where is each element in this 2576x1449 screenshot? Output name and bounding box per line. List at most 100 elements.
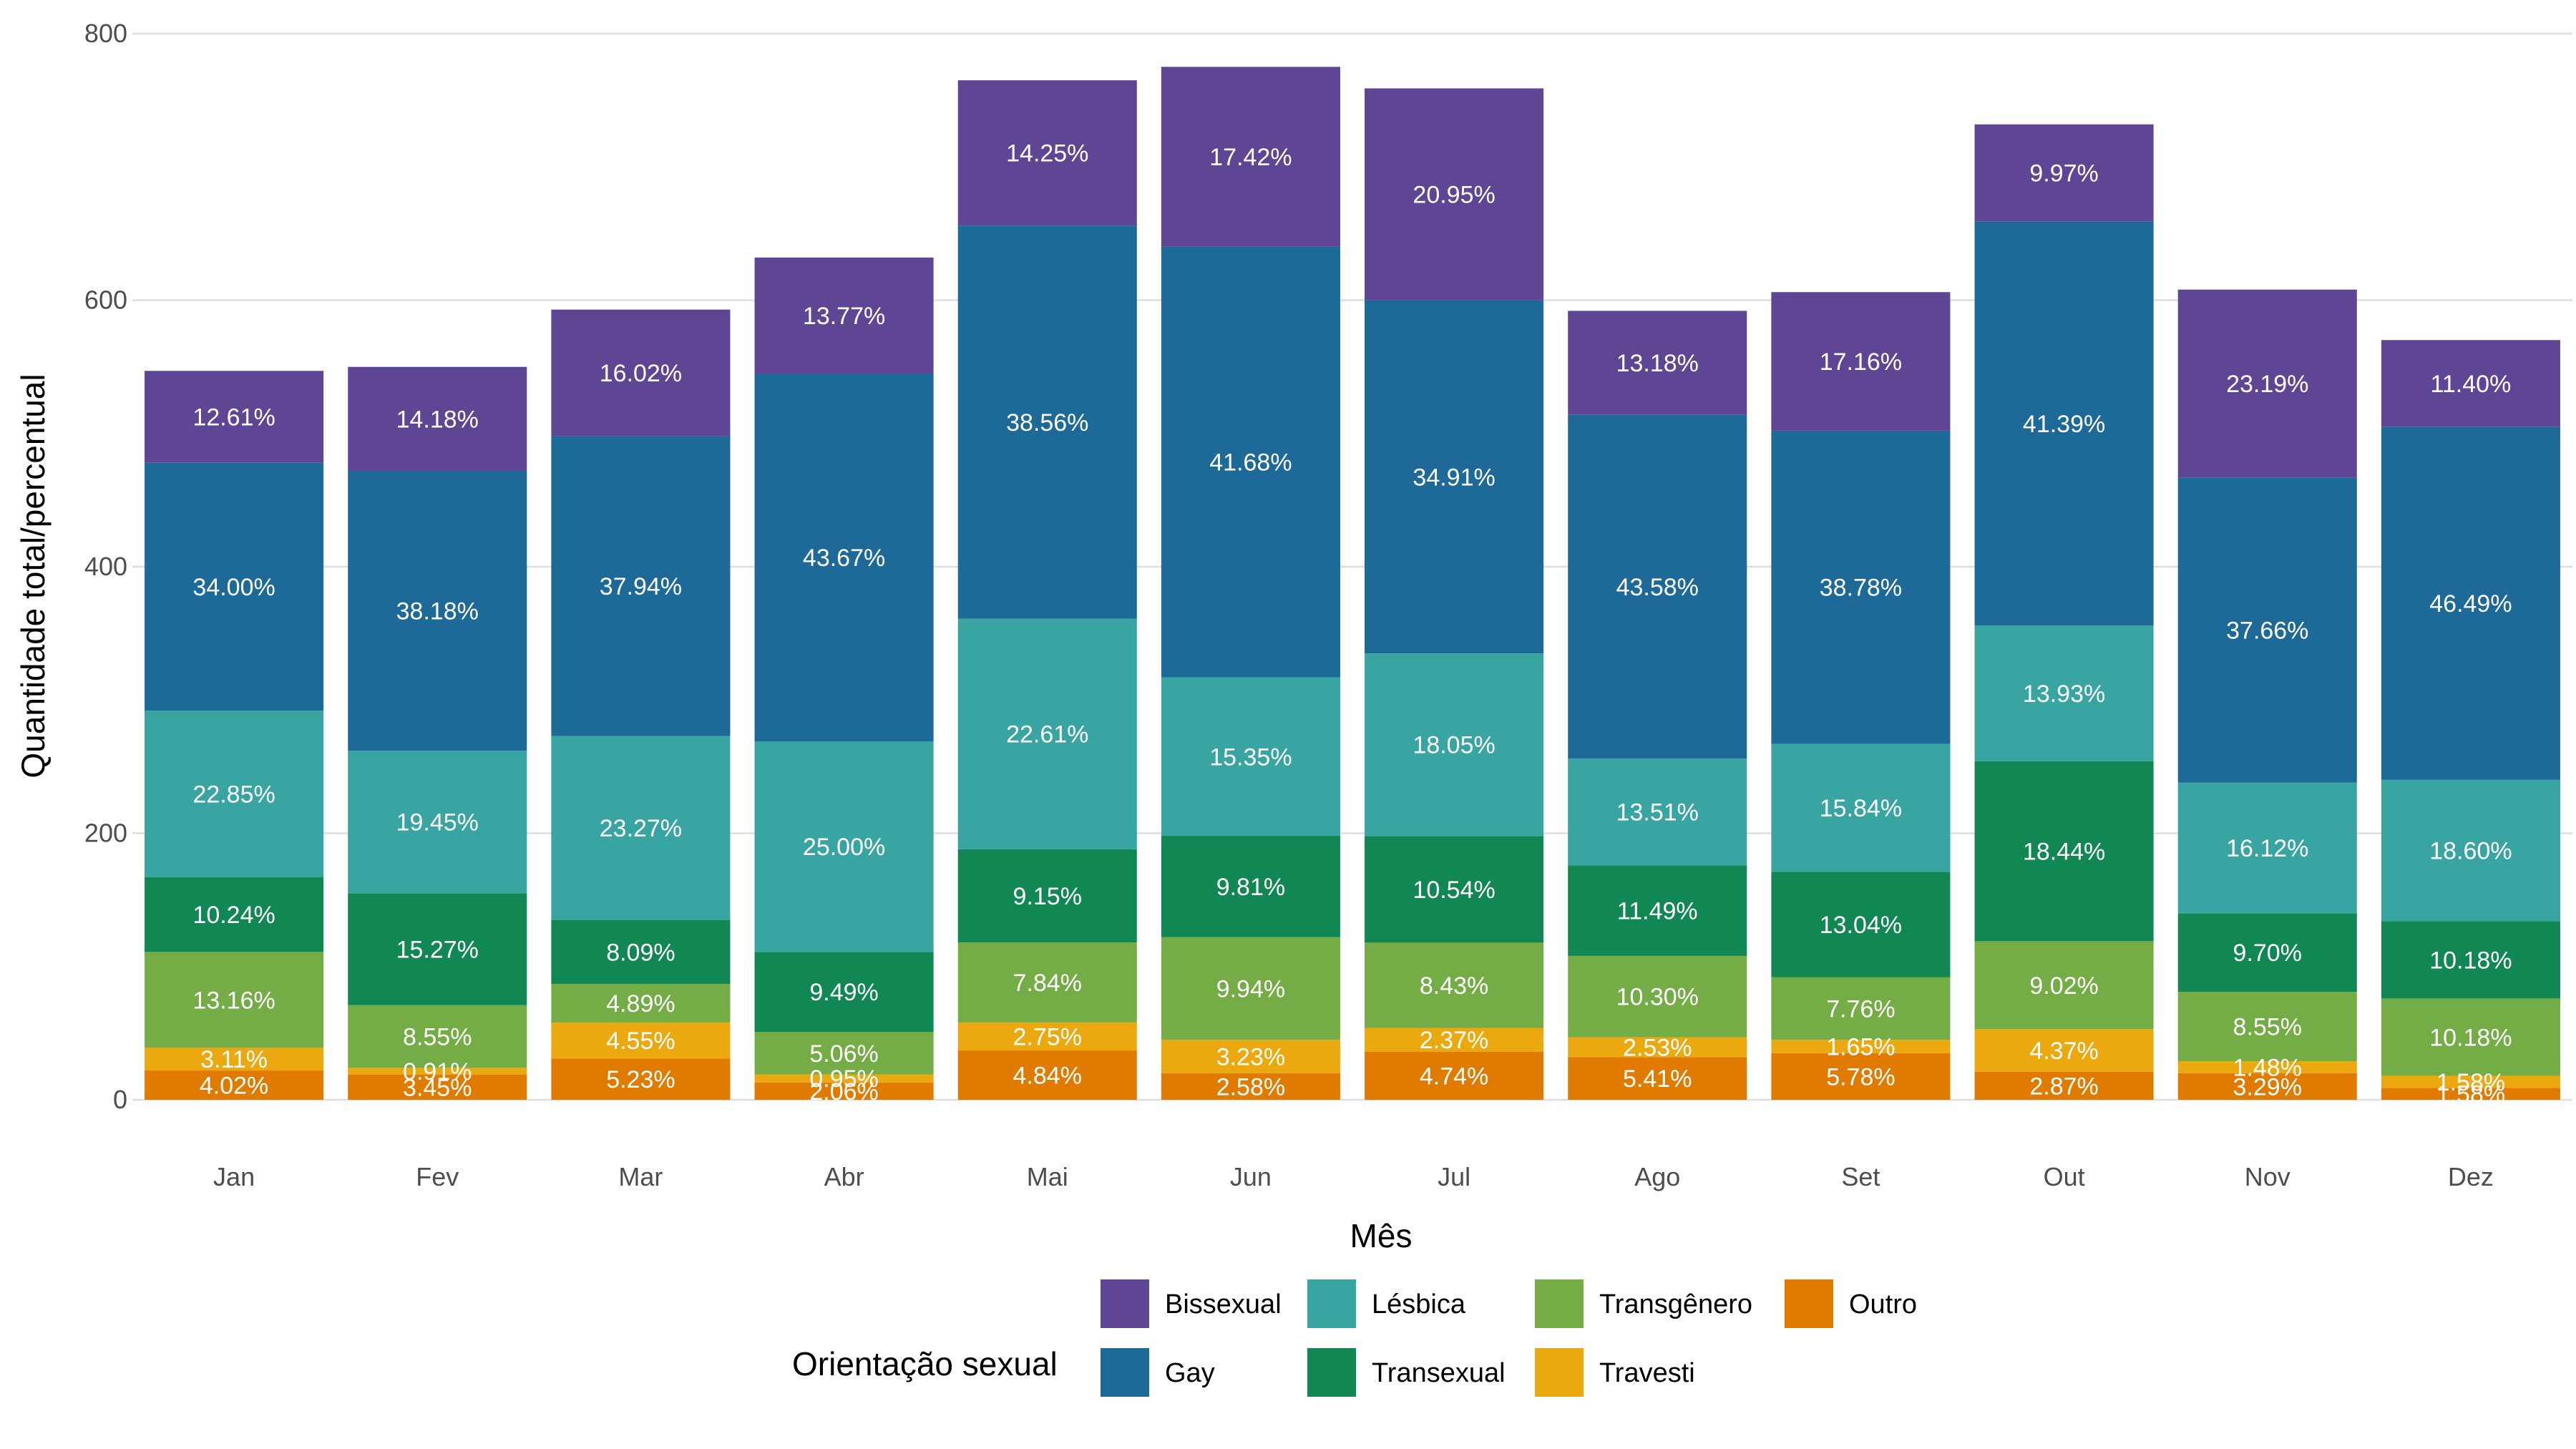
bar-transgenero-jun [1161,937,1340,1040]
data-label-outro-ago: 5.41% [1623,1065,1692,1093]
x-tick-jun: Jun [1230,1162,1272,1191]
bar-transexual-jun [1161,836,1340,937]
bar-lesbica-abr [754,741,934,952]
bar-travesti-abr [754,1074,934,1083]
bar-transgenero-mar [551,983,731,1023]
legend-swatch-travesti [1535,1348,1584,1397]
data-label-transexual-ago: 11.49% [1617,898,1698,925]
bar-lesbica-jan [145,711,324,877]
bar-transgenero-fev [348,1005,527,1068]
data-label-bissexual-ago: 13.18% [1616,350,1699,377]
bar-transexual-abr [754,952,934,1033]
legend-label-travesti: Travesti [1599,1358,1695,1388]
data-label-transgenero-abr: 5.06% [809,1040,878,1068]
bar-travesti-ago [1568,1037,1747,1058]
x-tick-mar: Mar [618,1162,663,1191]
legend-swatch-transgenero [1535,1279,1584,1328]
bar-bissexual-mar [551,309,731,436]
y-tick-600: 600 [84,286,127,315]
bar-travesti-nov [2177,1060,2357,1073]
bar-outro-jul [1365,1051,1544,1100]
bar-gay-ago [1568,414,1747,759]
data-label-gay-jun: 41.68% [1209,449,1292,477]
data-label-transexual-out: 18.44% [2023,839,2105,866]
x-tick-set: Set [1841,1162,1880,1191]
bar-transexual-jul [1365,836,1544,943]
data-label-lesbica-abr: 25.00% [803,834,885,861]
bar-bissexual-set [1771,292,1951,431]
data-label-bissexual-jun: 17.42% [1209,144,1292,171]
data-label-transgenero-ago: 10.30% [1616,984,1699,1011]
bar-bissexual-ago [1568,311,1747,415]
bar-gay-dez [2381,426,2560,780]
bar-outro-fev [348,1074,527,1100]
bar-lesbica-mai [957,618,1137,849]
x-tick-fev: Fev [416,1162,459,1191]
gridlines [132,32,2572,1101]
bar-lesbica-jun [1161,677,1340,836]
bar-travesti-jun [1161,1040,1340,1073]
data-label-transexual-set: 13.04% [1820,912,1902,939]
bar-transgenero-dez [2381,998,2560,1076]
y-tick-200: 200 [84,819,127,848]
bar-travesti-jul [1365,1028,1544,1052]
bar-outro-nov [2177,1073,2357,1100]
bar-outro-dez [2381,1088,2560,1100]
bar-outro-abr [754,1082,934,1100]
bar-gay-set [1771,430,1951,744]
bar-lesbica-fev [348,751,527,894]
segment-labels: 4.02%3.11% 13.16% 10.24% 22.85% 34.00% 12.61%… [192,140,2512,1108]
bar-lesbica-set [1771,743,1951,872]
data-label-transgenero-dez: 10.18% [2429,1024,2512,1051]
data-label-travesti-nov: 1.48% [2233,1054,2302,1081]
data-label-gay-jul: 34.91% [1413,464,1495,491]
data-label-outro-mai: 4.84% [1013,1063,1082,1090]
data-label-lesbica-dez: 18.60% [2429,838,2512,865]
data-label-transexual-dez: 10.18% [2429,947,2512,974]
data-label-bissexual-out: 9.97% [2029,160,2098,187]
x-tick-mai: Mai [1027,1162,1068,1191]
data-label-outro-jul: 4.74% [1420,1063,1488,1090]
x-axis-title: Mês [1350,1217,1413,1254]
bar-outro-mar [551,1058,731,1100]
bar-lesbica-mar [551,736,731,920]
data-label-outro-fev: 3.45% [403,1074,472,1101]
data-label-bissexual-set: 17.16% [1820,348,1902,376]
data-label-travesti-out: 4.37% [2029,1038,2098,1065]
data-label-gay-ago: 43.58% [1616,574,1699,601]
bar-transexual-ago [1568,865,1747,956]
bar-transexual-out [1974,761,2154,942]
data-label-transexual-nov: 9.70% [2233,940,2302,967]
data-label-gay-dez: 46.49% [2429,590,2512,618]
y-tick-800: 800 [84,19,127,48]
data-label-bissexual-jan: 12.61% [192,404,275,431]
bar-bissexual-jul [1365,88,1544,301]
bar-travesti-set [1771,1040,1951,1053]
bar-gay-abr [754,373,934,742]
x-tick-abr: Abr [824,1162,864,1191]
bar-transexual-dez [2381,921,2560,999]
bar-bissexual-nov [2177,289,2357,478]
data-label-gay-nov: 37.66% [2226,618,2308,645]
x-tick-ago: Ago [1634,1162,1680,1191]
bar-gay-out [1974,221,2154,626]
bar-bissexual-jan [145,371,324,463]
data-label-gay-mar: 37.94% [600,573,682,600]
bar-travesti-dez [2381,1075,2560,1088]
data-label-outro-set: 5.78% [1826,1063,1895,1091]
data-label-travesti-jan: 3.11% [200,1046,268,1073]
bar-travesti-out [1974,1029,2154,1072]
bar-bissexual-abr [754,257,934,374]
x-tick-jul: Jul [1438,1162,1470,1191]
data-label-gay-fev: 38.18% [396,598,479,625]
legend-label-transexual: Transexual [1372,1358,1506,1388]
bar-gay-mai [957,225,1137,619]
data-label-outro-jun: 2.58% [1216,1073,1285,1101]
x-tick-dez: Dez [2448,1162,2494,1191]
data-label-transgenero-nov: 8.55% [2233,1014,2302,1041]
bar-bissexual-mai [957,80,1137,226]
data-label-lesbica-out: 13.93% [2023,680,2105,708]
bar-gay-fev [348,470,527,751]
bar-bissexual-dez [2381,340,2560,427]
